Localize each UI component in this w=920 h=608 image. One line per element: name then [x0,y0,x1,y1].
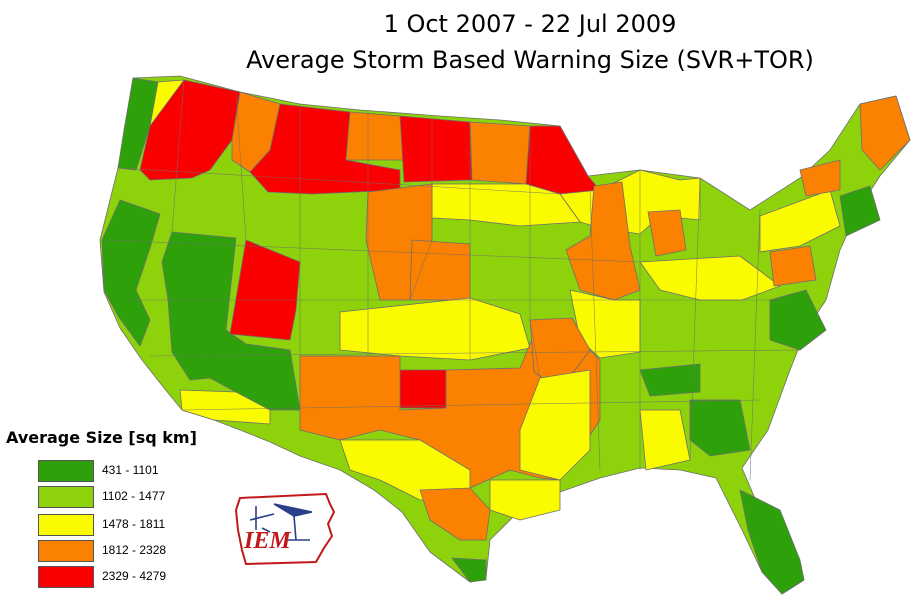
region-va-green [769,289,827,351]
legend-label: 1812 - 2328 [102,543,167,557]
region-ks-orange [409,239,471,301]
legend-swatch [38,460,94,482]
region-tx-coast-orange [419,487,491,541]
region-mn-red [525,125,601,195]
iem-logo-text: IEM [244,528,291,554]
region-mo-orange [529,317,591,391]
region-mt-east-orange [345,111,405,161]
region-fl-green [739,489,805,595]
legend-swatch [38,540,94,562]
legend-label: 1102 - 1477 [102,489,166,503]
title-date-range: 1 Oct 2007 - 22 Jul 2009 [383,10,677,38]
legend-swatch [38,486,94,508]
region-ks-yellow [339,297,531,361]
region-tx-coast-yellow [489,479,561,521]
title-description: Average Storm Based Warning Size (SVR+TO… [246,46,814,74]
region-ny-yellow [759,189,841,253]
region-tx-south-green [451,557,487,583]
region-nd-red [399,115,473,183]
iem-logo [234,492,336,566]
legend-label: 2329 - 4279 [102,569,167,583]
region-tn-green [639,363,701,397]
legend-swatch [38,514,94,536]
region-or-red [139,79,241,181]
region-ne-green [839,185,881,237]
region-sd-yellow [431,183,581,227]
region-ca-coast [101,199,161,347]
legend-swatch [38,566,94,588]
legend-title: Average Size [sq km] [6,428,197,447]
region-pa-orange [769,245,817,287]
region-ut-red [229,239,301,341]
region-me-orange [859,95,911,171]
region-mi-orange [647,209,687,257]
weather-station-icon [249,503,313,541]
region-nd-east-orange [469,121,531,185]
region-nh-orange [799,159,841,197]
legend-label: 1478 - 1811 [102,517,166,531]
region-ok-red [399,369,447,409]
legend-label: 431 - 1101 [102,463,159,477]
region-ga-green [689,399,751,457]
